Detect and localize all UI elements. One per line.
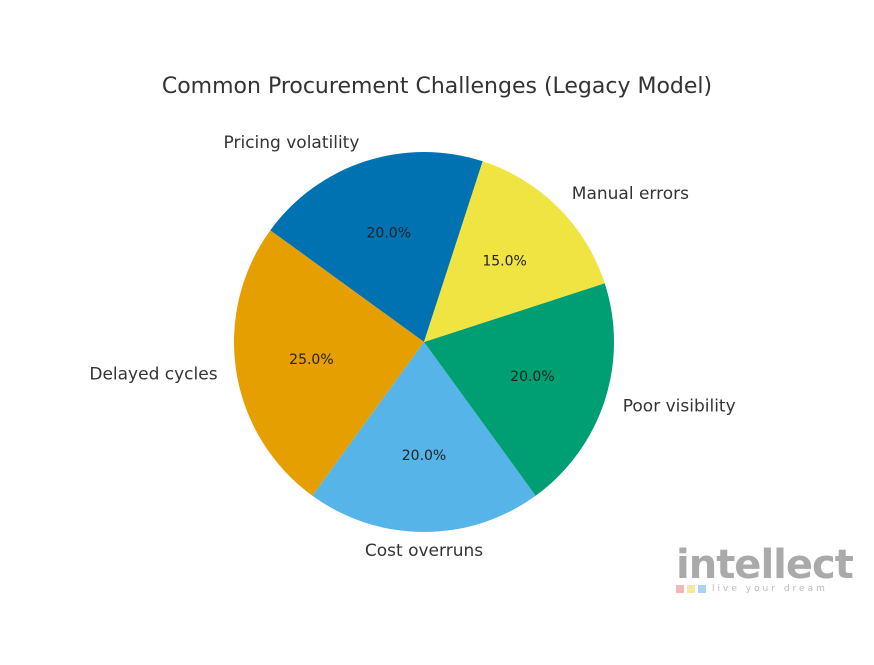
slice-label-delayed-cycles: Delayed cycles	[89, 365, 217, 385]
logo-square-red	[676, 585, 684, 593]
pct-label-manual-errors: 15.0%	[482, 253, 526, 269]
slice-label-pricing-volatility: Pricing volatility	[224, 133, 360, 153]
logo-square-blue	[698, 585, 706, 593]
pie-slice-cost-overruns	[312, 342, 536, 532]
intellect-logo: intellect live your dream	[676, 542, 854, 602]
slice-label-poor-visibility: Poor visibility	[623, 397, 736, 417]
slice-label-manual-errors: Manual errors	[572, 184, 689, 204]
pct-label-cost-overruns: 20.0%	[402, 448, 446, 464]
pie-slice-manual-errors	[424, 161, 605, 342]
logo-wordmark: intellect	[676, 542, 854, 588]
logo-square-yellow	[687, 585, 695, 593]
logo-tagline: live your dream	[712, 584, 828, 594]
slice-label-cost-overruns: Cost overruns	[365, 541, 483, 561]
chart-title: Common Procurement Challenges (Legacy Mo…	[161, 74, 713, 99]
pct-label-delayed-cycles: 25.0%	[289, 352, 333, 368]
pie-slice-delayed-cycles	[234, 230, 424, 496]
pct-label-poor-visibility: 20.0%	[510, 369, 554, 385]
pct-label-pricing-volatility: 20.0%	[367, 226, 411, 242]
pie-slice-pricing-volatility	[270, 152, 483, 342]
logo-tag-row: live your dream	[676, 584, 828, 594]
pie-slice-poor-visibility	[424, 283, 614, 496]
